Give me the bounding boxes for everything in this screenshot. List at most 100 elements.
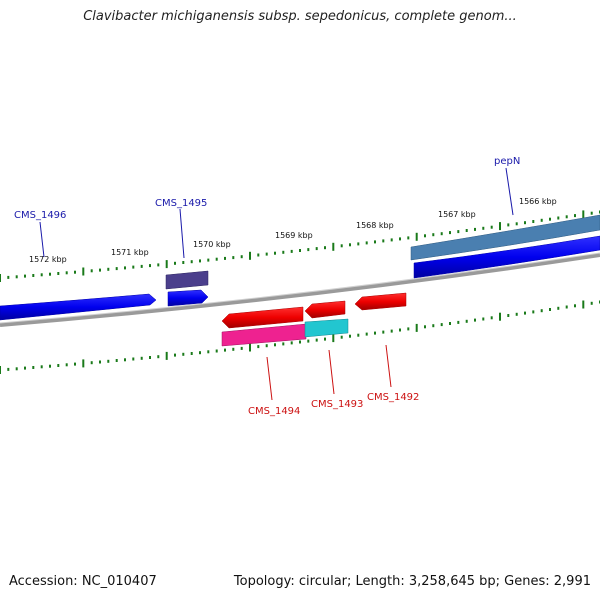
forward-scale-major-tick [415, 232, 418, 241]
forward-scale-minor-tick [224, 256, 226, 260]
reverse-scale-major-tick [582, 300, 585, 309]
reverse-scale-minor-tick [99, 360, 101, 364]
reverse-scale-minor-tick [457, 320, 460, 324]
reverse-scale-minor-tick [90, 361, 93, 365]
gene-cms1493-arrow[interactable] [304, 300, 346, 319]
reverse-scale-minor-tick [182, 352, 185, 356]
reverse-scale-minor-tick [340, 335, 343, 339]
label-cms1492[interactable]: CMS_1492 [367, 392, 419, 403]
forward-scale-major-tick [0, 274, 1, 282]
label-cms1494[interactable]: CMS_1494 [248, 406, 300, 417]
reverse-scale-minor-tick [215, 349, 218, 353]
reverse-scale-minor-tick [307, 339, 310, 343]
reverse-scale-major-tick [0, 366, 1, 374]
cds-pepN-box[interactable] [410, 214, 600, 261]
forward-scale-minor-tick [7, 275, 10, 279]
cds-cms1493-box[interactable] [304, 318, 349, 338]
label-cms1495[interactable]: CMS_1495 [155, 198, 207, 209]
forward-scale-minor-tick [299, 249, 301, 252]
reverse-scale-minor-tick [199, 351, 201, 355]
reverse-scale-minor-tick [265, 344, 268, 348]
forward-scale-minor-tick [74, 270, 76, 274]
forward-scale-minor-tick [515, 222, 518, 226]
gene-cms1492-arrow[interactable] [354, 292, 407, 311]
forward-scale-ticks [0, 210, 600, 282]
reverse-scale-minor-tick [115, 359, 118, 362]
reverse-scale-minor-tick [315, 338, 318, 342]
reverse-scale-minor-tick [432, 324, 435, 328]
leader-cms1493 [328, 349, 335, 395]
reverse-scale-minor-tick [282, 342, 285, 346]
forward-scale-minor-tick [124, 266, 126, 270]
reverse-scale-minor-tick [465, 319, 468, 323]
forward-scale-minor-tick [174, 261, 176, 265]
forward-scale-minor-tick [49, 272, 51, 276]
reverse-scale-minor-tick [257, 345, 260, 349]
map-title: Clavibacter michiganensis subsp. sepedon… [83, 9, 517, 24]
forward-scale-major-tick [165, 260, 168, 269]
reverse-scale-minor-tick [357, 333, 360, 337]
reverse-scale-minor-tick [299, 340, 301, 344]
cds-cms1494-box[interactable] [221, 323, 307, 347]
forward-scale-minor-tick [149, 264, 151, 268]
forward-scale-minor-tick [374, 240, 376, 244]
forward-scale-minor-tick [90, 269, 93, 273]
reverse-scale-minor-tick [557, 306, 560, 310]
forward-scale-minor-tick [307, 248, 310, 252]
reverse-scale-minor-tick [474, 318, 476, 322]
forward-scale-minor-tick [290, 249, 293, 253]
forward-scale-minor-tick [382, 239, 385, 243]
forward-scale-minor-tick [357, 242, 360, 246]
forward-scale-minor-tick [349, 243, 351, 247]
reverse-scale-minor-tick [524, 311, 526, 315]
reverse-scale-minor-tick [132, 357, 135, 361]
forward-label-leaders [39, 167, 514, 259]
reverse-scale-major-tick [165, 351, 168, 360]
reverse-scale-minor-tick [140, 356, 143, 360]
reverse-scale-ticks [0, 300, 600, 374]
forward-scale-minor-tick [432, 233, 435, 237]
forward-scale-minor-tick [32, 274, 35, 277]
scale-label-1566: 1566 kbp [519, 197, 557, 206]
forward-scale-minor-tick [15, 275, 18, 279]
scale-label-1572: 1572 kbp [29, 255, 67, 264]
label-pepN[interactable]: pepN [494, 156, 520, 167]
forward-scale-minor-tick [115, 267, 118, 271]
label-cms1496[interactable]: CMS_1496 [14, 210, 66, 221]
forward-scale-minor-tick [557, 216, 560, 220]
forward-scale-minor-tick [232, 256, 235, 260]
gene-pepN-arrow[interactable] [413, 235, 600, 279]
forward-scale-minor-tick [57, 272, 60, 275]
reverse-scale-minor-tick [32, 366, 35, 369]
gene-cms1494-arrow[interactable] [221, 306, 304, 329]
scale-label-1570: 1570 kbp [193, 240, 231, 249]
forward-scale-minor-tick [532, 220, 535, 223]
forward-scale-major-tick [499, 222, 501, 231]
cds-cms1495-box[interactable] [165, 270, 209, 290]
genome-summary-text: Topology: circular; Length: 3,258,645 bp… [233, 574, 591, 589]
reverse-scale-minor-tick [440, 323, 443, 327]
forward-scale-minor-tick [574, 214, 576, 218]
accession-text: Accession: NC_010407 [9, 574, 157, 589]
forward-scale-minor-tick [407, 236, 410, 240]
reverse-scale-minor-tick [324, 337, 326, 341]
reverse-scale-minor-tick [365, 332, 368, 336]
reverse-scale-minor-tick [65, 363, 68, 367]
forward-scale-minor-tick [199, 259, 201, 263]
gene-cms1496-arrow[interactable] [0, 293, 157, 321]
forward-scale-minor-tick [157, 263, 160, 267]
forward-scale-minor-tick [324, 246, 326, 250]
reverse-scale-minor-tick [49, 364, 51, 368]
forward-scale-minor-tick [240, 255, 243, 259]
forward-scale-minor-tick [215, 257, 218, 261]
forward-scale-minor-tick [482, 226, 485, 230]
reverse-scale-minor-tick [74, 362, 76, 366]
label-cms1493[interactable]: CMS_1493 [311, 399, 363, 410]
gene-cms1495-arrow[interactable] [167, 289, 209, 307]
reverse-scale-minor-tick [157, 355, 160, 359]
forward-scale-minor-tick [274, 251, 276, 255]
forward-scale-minor-tick [132, 265, 135, 269]
scale-label-1568: 1568 kbp [356, 221, 394, 230]
forward-scale-minor-tick [140, 264, 143, 268]
